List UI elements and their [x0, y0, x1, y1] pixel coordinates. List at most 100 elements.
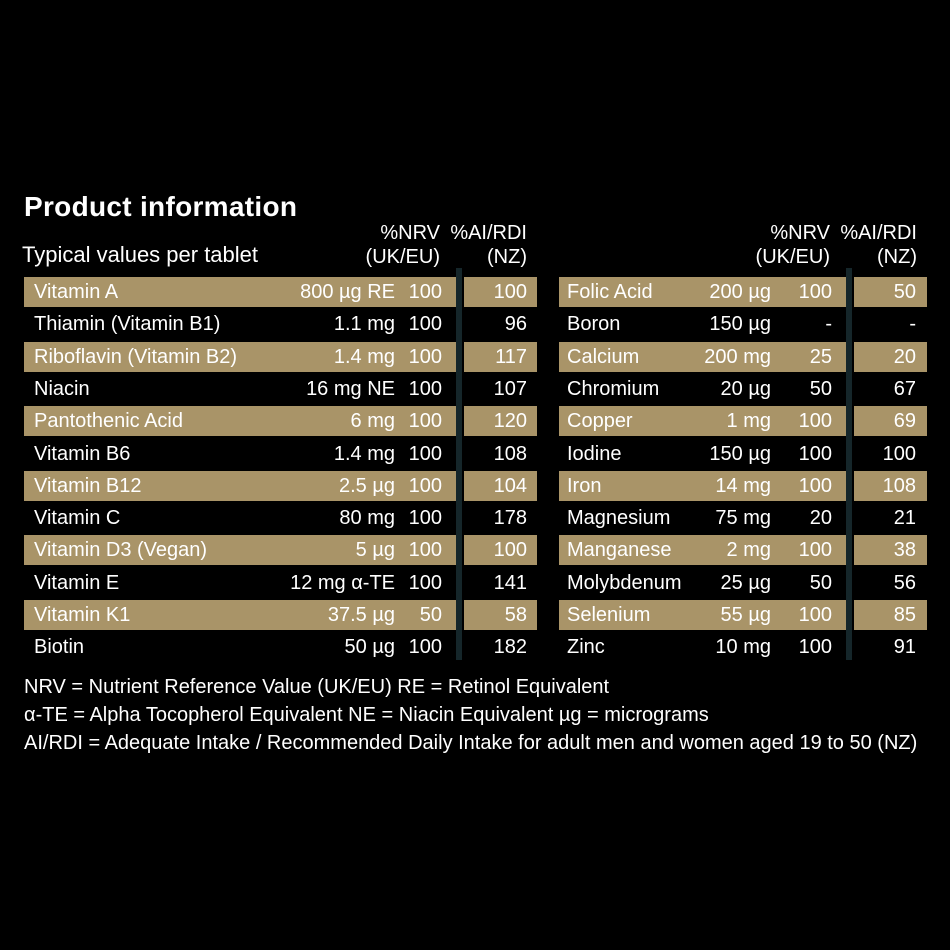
- row-band: [24, 277, 456, 307]
- nutrient-row: Selenium 55 µg 100 85: [0, 600, 950, 630]
- nutrient-name: Biotin: [34, 636, 85, 659]
- nutrient-name: Calcium: [567, 345, 640, 368]
- row-band: [559, 406, 846, 437]
- nutrient-amount: 14 mg: [715, 474, 771, 497]
- nutrient-name: Molybdenum: [567, 571, 682, 594]
- page-subtitle: Typical values per tablet: [22, 242, 259, 267]
- footnote-rdi: AI/RDI = Adequate Intake / Recommended D…: [24, 732, 918, 754]
- nutrient-amount: 20 µg: [720, 377, 771, 400]
- page-title: Product information: [24, 191, 298, 222]
- nutrient-rdi: 50: [893, 281, 916, 303]
- nutrient-amount: 37.5 µg: [327, 604, 395, 626]
- right-rdi-label: %AI/RDI: [840, 222, 917, 244]
- row-band-rdi: [854, 341, 927, 372]
- nutrient-row: Iron 14 mg 100 108: [0, 470, 950, 501]
- nutrient-row: Vitamin K1 37.5 µg 50 58: [0, 600, 950, 630]
- nutrient-row: Iodine 150 µg 100 100: [0, 439, 950, 469]
- nutrient-nrv: 100: [408, 474, 442, 497]
- nutrient-nrv: 100: [798, 410, 832, 433]
- right-nrv-label: %NRV: [770, 222, 830, 244]
- nutrient-row: Calcium 200 mg 25 20: [0, 341, 950, 372]
- nutrient-nrv: 100: [408, 281, 442, 303]
- nutrient-rdi: 120: [493, 410, 527, 433]
- row-band: [559, 277, 846, 307]
- nutrient-row: Thiamin (Vitamin B1) 1.1 mg 100 96: [0, 309, 950, 339]
- right-nrv-region: (UK/EU): [755, 246, 830, 268]
- nutrient-rdi: 38: [893, 539, 916, 562]
- nutrient-nrv: 100: [408, 539, 442, 562]
- nutrient-row: Vitamin D3 (Vegan) 5 µg 100 100: [0, 535, 950, 566]
- left-nrv-header: %NRV (UK/EU): [350, 221, 440, 269]
- nutrient-amount: 200 µg: [709, 281, 771, 303]
- nutrient-name: Niacin: [34, 377, 90, 400]
- row-band: [559, 600, 846, 630]
- nutrient-row: Zinc 10 mg 100 91: [0, 632, 950, 662]
- nutrient-name: Iron: [567, 474, 602, 497]
- nutrient-name: Iodine: [567, 442, 622, 465]
- nutrient-amount: 75 mg: [715, 507, 771, 530]
- nutrient-nrv: 50: [809, 377, 832, 400]
- left-nrv-region: (UK/EU): [365, 246, 440, 268]
- nutrient-name: Thiamin (Vitamin B1): [34, 313, 221, 336]
- nutrient-name: Boron: [567, 313, 621, 336]
- row-band-rdi: [854, 406, 927, 437]
- nutrient-nrv: 100: [798, 636, 832, 659]
- nutrient-rdi: 107: [493, 377, 527, 400]
- right-nrv-header: %NRV (UK/EU): [740, 221, 830, 269]
- nutrient-rdi: 91: [893, 636, 916, 659]
- nutrient-rdi: 108: [882, 474, 916, 497]
- nutrient-name: Selenium: [567, 604, 651, 626]
- nutrient-name: Vitamin B6: [34, 442, 131, 465]
- nutrient-amount: 10 mg: [715, 636, 771, 659]
- nutrient-name: Copper: [567, 410, 633, 433]
- nutrient-amount: 1.4 mg: [333, 442, 395, 465]
- nutrient-rdi: 56: [893, 571, 916, 594]
- nutrient-row: Boron 150 µg - -: [0, 309, 950, 339]
- left-rdi-header: %AI/RDI (NZ): [440, 221, 527, 269]
- nutrient-row: Molybdenum 25 µg 50 56: [0, 568, 950, 598]
- nutrient-name: Zinc: [567, 636, 605, 659]
- nutrient-nrv: 20: [809, 507, 832, 530]
- nutrient-amount: 50 µg: [344, 636, 395, 659]
- row-band: [24, 600, 456, 630]
- nutrient-row: Chromium 20 µg 50 67: [0, 374, 950, 404]
- nutrient-name: Magnesium: [567, 507, 671, 530]
- nutrient-row: Riboflavin (Vitamin B2) 1.4 mg 100 117: [0, 341, 950, 372]
- nutrient-name: Vitamin B12: [34, 474, 142, 497]
- nutrient-name: Pantothenic Acid: [34, 410, 183, 433]
- nutrient-row: Manganese 2 mg 100 38: [0, 535, 950, 566]
- nutrient-rdi: 117: [495, 345, 527, 368]
- left-rdi-label: %AI/RDI: [450, 222, 527, 244]
- nutrient-row: Biotin 50 µg 100 182: [0, 632, 950, 662]
- nutrient-rdi: 178: [493, 507, 527, 530]
- nutrient-nrv: 50: [419, 604, 442, 626]
- nutrient-amount: 55 µg: [720, 604, 771, 626]
- nutrient-nrv: 100: [408, 571, 442, 594]
- row-band: [24, 406, 456, 437]
- nutrient-amount: 200 mg: [704, 345, 771, 368]
- row-band-rdi: [464, 406, 537, 437]
- row-band: [24, 341, 456, 372]
- nutrient-row: Vitamin A 800 µg RE 100 100: [0, 277, 950, 307]
- footnote-nrv: NRV = Nutrient Reference Value (UK/EU) R…: [24, 676, 610, 698]
- row-band-rdi: [464, 470, 537, 501]
- nutrient-nrv: 25: [809, 345, 832, 368]
- nutrient-nrv: 100: [408, 442, 442, 465]
- nutrient-rdi: 21: [893, 507, 916, 530]
- footnote-te: α-TE = Alpha Tocopherol Equivalent NE = …: [24, 704, 709, 726]
- nutrient-amount: 800 µg RE: [300, 281, 395, 303]
- nutrient-name: Vitamin D3 (Vegan): [34, 539, 208, 562]
- row-band: [24, 470, 456, 501]
- row-band-rdi: [854, 470, 927, 501]
- row-band: [559, 535, 846, 566]
- row-band-rdi: [854, 600, 927, 630]
- row-band-rdi: [854, 535, 927, 566]
- row-band-rdi: [464, 535, 537, 566]
- nutrient-nrv: 100: [408, 377, 442, 400]
- nutrient-name: Riboflavin (Vitamin B2): [34, 345, 238, 368]
- nutrient-nrv: -: [825, 313, 832, 336]
- nutrient-rdi: 108: [493, 442, 527, 465]
- right-column-divider: [846, 268, 852, 660]
- nutrient-name: Folic Acid: [567, 281, 653, 303]
- nutrient-amount: 25 µg: [720, 571, 771, 594]
